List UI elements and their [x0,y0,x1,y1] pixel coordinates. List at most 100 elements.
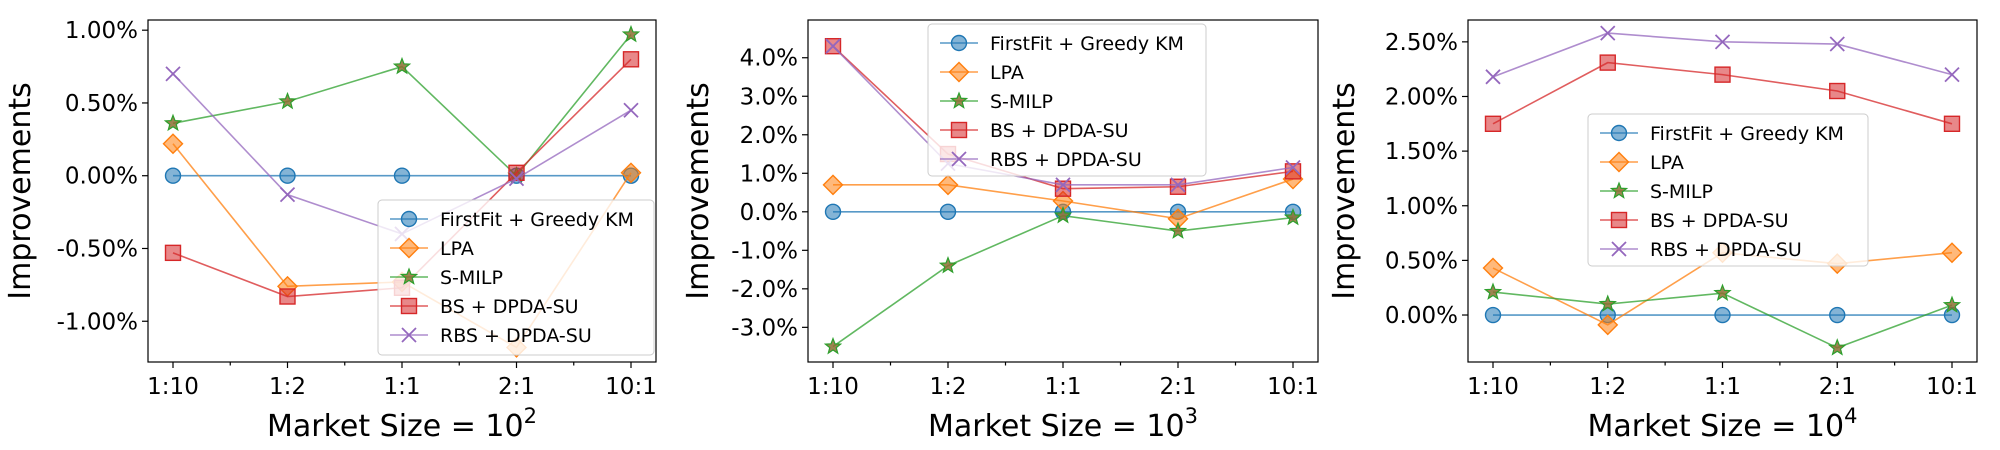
y-tick-label: 0.50% [65,91,138,117]
legend: FirstFit + Greedy KM LPA S-MILP BS + DPDA-S… [927,23,1207,177]
legend-marker-rbs-dpda-su-stroke-b [951,151,967,167]
y-tick-label: 3.0% [740,84,798,110]
legend-entry-rbs-dpda-su: RBS + DPDA-SU [390,325,592,347]
y-tick-label: 0.0% [740,200,798,226]
data-point-lpa [162,133,184,155]
x-axis-label-exponent: 4 [1844,404,1857,428]
legend-marker-bs-dpda-su [1610,211,1628,229]
data-point-s-milp [1053,205,1073,224]
x-tick-label: 1:1 [1704,374,1741,400]
data-point-s-milp [621,24,641,43]
x-tick-label: 1:2 [929,374,966,400]
legend-entry-lpa: LPA [390,237,474,260]
x-axis-label: Market Size = 103 [928,404,1198,444]
x-tick-label: 1:1 [383,374,420,400]
series-s-milp [1483,282,1962,356]
data-point-bs-dpda-su [1599,54,1616,71]
x-axis-label-base: Market Size = 10 [1587,409,1844,444]
data-point-firstfit-greedy-km [1943,306,1961,324]
y-tick-label: 1.00% [65,18,138,44]
data-point-s-milp [1713,283,1732,302]
legend-marker-firstfit-greedy-km [1610,124,1628,142]
data-point-rbs-dpda-su [1944,66,1960,83]
series-s-milp [163,24,641,184]
series-s-milp [823,205,1303,355]
data-point-rbs-dpda-su [279,187,296,203]
legend-entry-bs-dpda-su: BS + DPDA-SU [390,296,579,318]
chart-panel-1: 1.00% 0.50% 0.00% -0.50% -1.00% 1:10 1:2 1:1 2:1… [3,18,657,444]
legend-marker-bs-dpda-su [950,121,968,139]
legend-marker-firstfit-greedy-km [400,210,418,228]
y-tick-label: 1.50% [1385,139,1458,165]
legend-marker-rbs-dpda-su-stroke-b [401,327,417,343]
legend-entry-s-milp: S-MILP [940,91,1053,113]
legend-label: RBS + DPDA-SU [990,149,1142,171]
data-point-rbs-dpda-su [623,102,639,118]
x-tick-label: 10:1 [605,374,657,400]
x-tick-label: 10:1 [1926,374,1978,400]
legend-label: S-MILP [440,267,503,289]
data-point-rbs-dpda-su [508,170,525,187]
y-tick-label: -2.0% [731,277,798,303]
data-point-s-milp [392,56,412,75]
x-tick-label: 1:2 [269,374,306,400]
x-tick-label: 10:1 [1267,374,1319,400]
data-point-rbs-dpda-su [1170,177,1186,193]
data-point-s-milp [938,256,958,274]
y-axis-label: Improvements [3,82,38,299]
data-point-rbs-dpda-su-stroke-b [508,170,525,187]
legend-entry-bs-dpda-su: BS + DPDA-SU [940,120,1129,142]
y-tick-label: 0.00% [1385,303,1458,329]
data-point-rbs-dpda-su [1600,25,1616,41]
data-point-bs-dpda-su [1829,82,1846,100]
legend-label: RBS + DPDA-SU [440,325,592,347]
legend-box [377,199,655,356]
legend-marker-bs-dpda-su [400,297,418,315]
legend-marker-firstfit-greedy-km [950,34,968,52]
legend-marker-lpa [1608,151,1630,173]
legend-entry-firstfit-greedy-km: FirstFit + Greedy KM [940,33,1184,55]
data-point-rbs-dpda-su [1055,177,1071,193]
data-point-rbs-dpda-su-stroke-b [1170,177,1186,193]
legend-label: S-MILP [1650,181,1713,203]
data-point-s-milp [163,113,183,132]
x-tick-label: 1:10 [147,374,199,400]
x-tick-label: 1:10 [807,374,859,400]
data-point-rbs-dpda-su-stroke-b [1829,36,1845,52]
legend-label: LPA [440,238,474,260]
data-point-lpa [1941,242,1963,264]
data-point-firstfit-greedy-km [393,167,411,184]
legend-marker-s-milp [949,91,969,109]
chart-panel-3: 2.50% 2.00% 1.50% 1.00% 0.50% 0.00% 1:10 1:2 1:1… [1327,19,1978,444]
data-point-lpa [620,162,642,184]
legend-entry-lpa: LPA [1600,151,1684,174]
data-point-lpa [822,174,844,196]
data-point-firstfit-greedy-km [939,203,957,220]
x-tick-label: 2:1 [498,374,535,400]
data-point-rbs-dpda-su [165,66,181,82]
data-point-rbs-dpda-su-stroke-b [1055,177,1071,193]
data-point-rbs-dpda-su-stroke-b [1714,34,1731,50]
x-tick-label: 2:1 [1159,374,1196,400]
data-point-rbs-dpda-su-stroke-b [1285,159,1301,176]
data-point-s-milp [1598,294,1617,312]
data-point-firstfit-greedy-km [1829,306,1846,324]
legend: FirstFit + Greedy KM LPA S-MILP BS + DPDA-S… [1587,113,1869,267]
data-point-rbs-dpda-su-stroke-b [165,66,181,82]
x-axis-label-base: Market Size = 10 [267,409,524,444]
y-tick-label: 2.50% [1385,30,1458,56]
legend-box [1587,113,1869,267]
legend-marker-rbs-dpda-su [401,327,417,343]
data-point-s-milp [823,336,843,355]
legend-entry-bs-dpda-su: BS + DPDA-SU [1600,210,1789,232]
legend-marker-rbs-dpda-su [951,151,967,167]
data-point-bs-dpda-su [1169,178,1187,195]
data-point-firstfit-greedy-km [1714,306,1731,324]
legend-marker-s-milp [1609,181,1629,199]
y-tick-label: -1.0% [731,238,798,264]
data-point-rbs-dpda-su [1285,159,1301,176]
data-point-s-milp [1942,295,1962,314]
legend-entry-lpa: LPA [940,61,1024,84]
x-tick-label: 1:10 [1467,374,1519,400]
x-axis-label-exponent: 2 [524,404,537,428]
